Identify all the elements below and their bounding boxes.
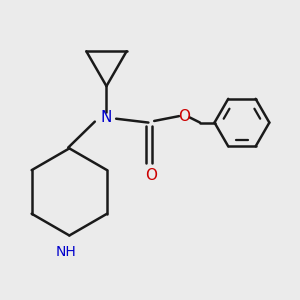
Text: O: O: [146, 168, 158, 183]
Text: N: N: [101, 110, 112, 125]
Text: O: O: [178, 109, 190, 124]
Text: NH: NH: [56, 244, 76, 259]
